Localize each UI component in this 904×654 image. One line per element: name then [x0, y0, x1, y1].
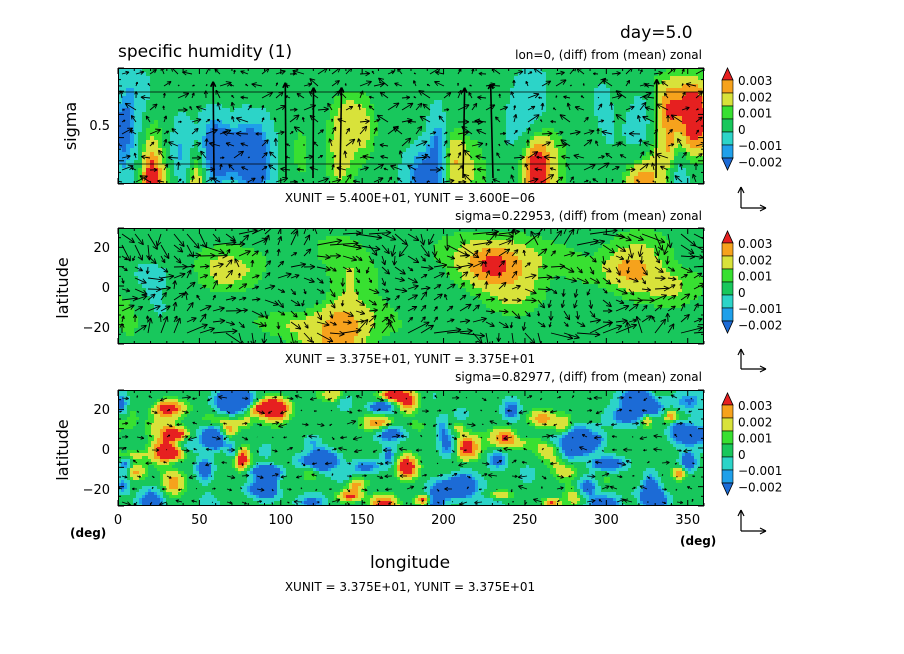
colorbar-label: 0.002: [738, 253, 772, 267]
colorbar-label: −0.001: [738, 464, 782, 478]
deg-label-left: (deg): [70, 526, 106, 540]
x-tick-label: 300: [594, 513, 619, 528]
colorbar-label: 0: [738, 123, 746, 137]
x-tick-label: 200: [431, 513, 456, 528]
colorbar-label: 0.002: [738, 415, 772, 429]
colorbar-label: −0.001: [738, 139, 782, 153]
colorbar-label: 0.001: [738, 107, 772, 121]
panel-3-ytick-minus20: −20: [83, 483, 110, 498]
panel-2-ylabel: latitude: [53, 257, 72, 318]
colorbar-1: 0.003 0.002 0.001 0 −0.001 −0.002: [721, 67, 782, 171]
panel-2-plot: [118, 228, 704, 344]
colorbar-label: 0.002: [738, 90, 772, 104]
colorbar-label: 0.001: [738, 270, 772, 284]
colorbar-label: 0: [738, 286, 746, 300]
x-tick-label: 350: [675, 513, 700, 528]
panel-3: sigma=0.82977, (diff) from (mean) zonal …: [53, 370, 716, 594]
colorbar-label: −0.002: [738, 156, 782, 170]
x-tick-label: 250: [513, 513, 538, 528]
deg-label-right: (deg): [680, 534, 716, 548]
x-tick-label: 50: [191, 513, 208, 528]
colorbar-label: −0.001: [738, 302, 782, 316]
colorbar-2: 0.003 0.002 0.001 0 −0.001 −0.002: [721, 230, 782, 334]
panel-2-ytick-0: 0: [102, 281, 110, 296]
panel-3-ylabel: latitude: [53, 419, 72, 480]
colorbar-label: 0.003: [738, 237, 772, 251]
panel-3-subtitle: sigma=0.82977, (diff) from (mean) zonal: [455, 370, 702, 384]
panel-1-subtitle: lon=0, (diff) from (mean) zonal: [515, 48, 702, 62]
day-label: day=5.0: [620, 23, 693, 43]
figure-title: specific humidity (1): [118, 42, 292, 62]
panel-2-subtitle: sigma=0.22953, (diff) from (mean) zonal: [455, 209, 702, 223]
panel-3-unit-text: XUNIT = 3.375E+01, YUNIT = 3.375E+01: [285, 580, 535, 594]
panel-3-ytick-0: 0: [102, 443, 110, 458]
panel-1-unit-text: XUNIT = 5.400E+01, YUNIT = 3.600E−06: [285, 191, 535, 205]
panel-3-plot: [118, 390, 704, 506]
panel-2-ytick-minus20: −20: [83, 321, 110, 336]
panel-2: sigma=0.22953, (diff) from (mean) zonal …: [53, 209, 705, 366]
x-tick-label: 150: [350, 513, 375, 528]
panel-1-ytick-0.5: 0.5: [89, 119, 110, 134]
panel-3-ytick-20: 20: [93, 403, 110, 418]
colorbar-label: −0.002: [738, 319, 782, 333]
panel-1-plot: [118, 68, 704, 184]
colorbar-label: 0.003: [738, 74, 772, 88]
panel-2-unit-text: XUNIT = 3.375E+01, YUNIT = 3.375E+01: [285, 352, 535, 366]
reference-arrow-2: [737, 348, 767, 373]
colorbar-label: 0.003: [738, 399, 772, 413]
x-tick-label: 100: [268, 513, 293, 528]
colorbar-label: 0: [738, 448, 746, 462]
colorbar-label: 0.001: [738, 432, 772, 446]
colorbar-label: −0.002: [738, 481, 782, 495]
x-tick-label: 0: [114, 513, 122, 528]
x-axis-label: longitude: [370, 553, 450, 573]
colorbar-3: 0.003 0.002 0.001 0 −0.001 −0.002: [721, 392, 782, 496]
panel-1: lon=0, (diff) from (mean) zonal sigma 0.…: [61, 48, 705, 205]
panel-2-ytick-20: 20: [93, 241, 110, 256]
reference-arrow-3: [737, 509, 767, 535]
panel-1-ylabel: sigma: [61, 102, 80, 150]
reference-arrow-1: [737, 186, 767, 212]
